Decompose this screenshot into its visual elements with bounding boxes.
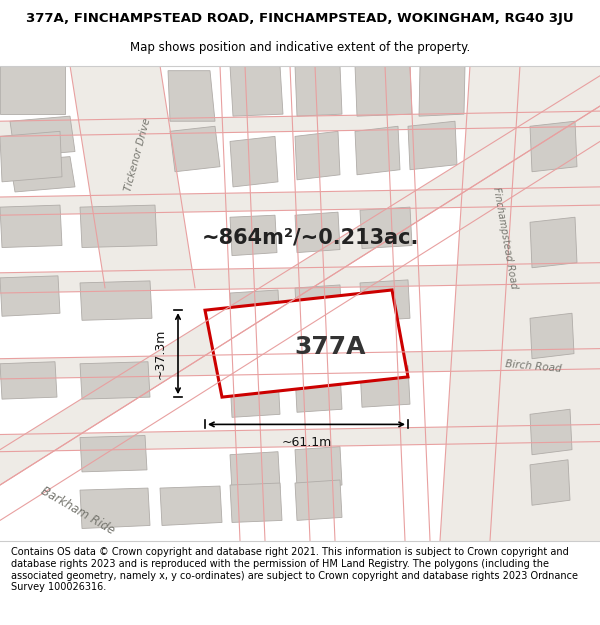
Polygon shape	[355, 66, 412, 116]
Text: Barkham Ride: Barkham Ride	[39, 484, 117, 537]
Polygon shape	[419, 66, 465, 116]
Polygon shape	[0, 362, 57, 399]
Text: ~37.3m: ~37.3m	[154, 329, 167, 379]
Polygon shape	[355, 126, 400, 175]
Polygon shape	[295, 371, 342, 413]
Text: Birch Road: Birch Road	[505, 359, 562, 374]
Polygon shape	[530, 409, 572, 455]
Polygon shape	[70, 66, 195, 288]
Polygon shape	[530, 121, 577, 172]
Polygon shape	[205, 290, 408, 397]
Polygon shape	[295, 131, 340, 180]
Text: ~864m²/~0.213ac.: ~864m²/~0.213ac.	[202, 228, 419, 248]
Polygon shape	[230, 452, 280, 491]
Text: Contains OS data © Crown copyright and database right 2021. This information is : Contains OS data © Crown copyright and d…	[11, 548, 578, 592]
Polygon shape	[0, 262, 600, 293]
Text: ~61.1m: ~61.1m	[281, 436, 332, 449]
Polygon shape	[80, 205, 157, 248]
Polygon shape	[0, 424, 600, 452]
Polygon shape	[295, 447, 342, 488]
Polygon shape	[0, 66, 65, 114]
Polygon shape	[10, 116, 75, 157]
Polygon shape	[0, 187, 600, 215]
Polygon shape	[0, 76, 600, 485]
Polygon shape	[530, 313, 574, 359]
Polygon shape	[80, 488, 150, 529]
Polygon shape	[408, 121, 457, 170]
Polygon shape	[230, 136, 278, 187]
Polygon shape	[0, 349, 600, 379]
Polygon shape	[295, 285, 342, 326]
Polygon shape	[230, 483, 282, 522]
Text: Tickenor Drive: Tickenor Drive	[124, 117, 152, 192]
Polygon shape	[530, 460, 570, 505]
Text: Map shows position and indicative extent of the property.: Map shows position and indicative extent…	[130, 41, 470, 54]
Polygon shape	[170, 126, 220, 172]
Polygon shape	[295, 480, 342, 521]
Polygon shape	[295, 212, 340, 253]
Polygon shape	[440, 66, 600, 541]
Polygon shape	[360, 207, 412, 249]
Polygon shape	[0, 131, 62, 182]
Polygon shape	[0, 276, 60, 316]
Text: 377A: 377A	[294, 334, 366, 359]
Polygon shape	[230, 290, 280, 331]
Polygon shape	[230, 376, 280, 418]
Polygon shape	[160, 486, 222, 526]
Polygon shape	[295, 66, 342, 116]
Polygon shape	[80, 362, 150, 399]
Polygon shape	[168, 71, 215, 121]
Polygon shape	[230, 66, 283, 116]
Polygon shape	[360, 280, 410, 321]
Polygon shape	[530, 217, 577, 268]
Text: 377A, FINCHAMPSTEAD ROAD, FINCHAMPSTEAD, WOKINGHAM, RG40 3JU: 377A, FINCHAMPSTEAD ROAD, FINCHAMPSTEAD,…	[26, 12, 574, 25]
Polygon shape	[360, 366, 410, 408]
Polygon shape	[80, 436, 147, 472]
Polygon shape	[0, 111, 600, 136]
Polygon shape	[80, 281, 152, 320]
Polygon shape	[230, 215, 277, 256]
Polygon shape	[0, 205, 62, 248]
Text: Finchampstead Road: Finchampstead Road	[491, 186, 519, 289]
Polygon shape	[10, 157, 75, 192]
